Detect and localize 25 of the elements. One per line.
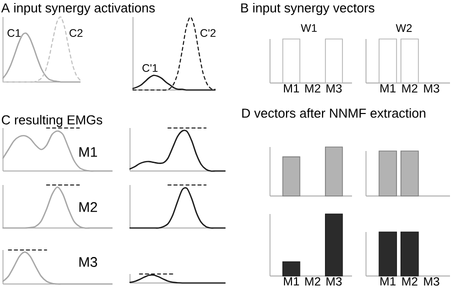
chart-title: D vectors after NNMF extraction [242,108,426,118]
x-tick-label: M2 [305,277,320,286]
x-tick-label: M3 [424,84,440,93]
chart-title: A input synergy activations [1,2,155,16]
series-label: C2 [70,29,82,37]
x-tick-label: M1 [380,277,396,286]
x-tick-label: M2 [402,84,418,93]
series-label: C'2 [200,29,216,37]
x-tick-label: M1 [284,84,300,92]
chart-title: B input synergy vectors [241,2,374,16]
chart-subtitle: W2 [396,24,412,32]
annotation: M3 [79,257,98,267]
x-tick-label: M2 [305,84,320,93]
x-tick-label: M3 [424,277,440,286]
chart-title: C resulting EMGs [2,114,102,128]
x-tick-label: M2 [402,277,418,286]
x-tick-label: M3 [326,84,342,93]
annotation: M1 [79,147,98,157]
x-tick-label: M1 [380,84,396,92]
series-label: C'1 [142,64,158,72]
chart-subtitle: W1 [300,24,317,32]
annotation: M2 [79,202,97,212]
series-label: C1 [8,29,20,37]
x-tick-label: M1 [284,277,300,286]
x-tick-label: M3 [326,277,342,286]
